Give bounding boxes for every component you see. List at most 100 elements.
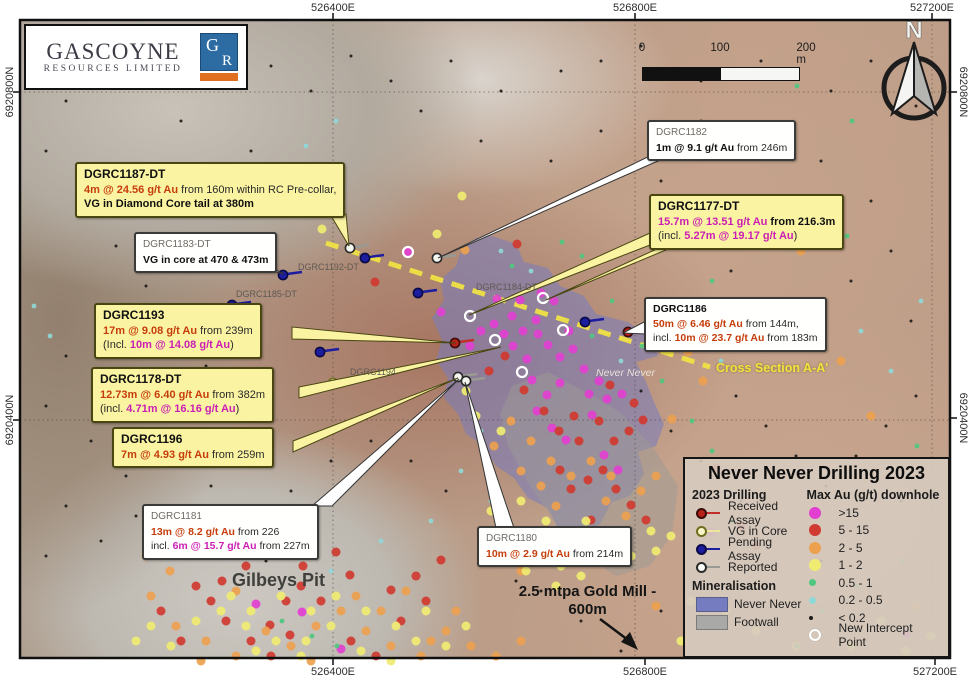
callout-text: 15.7m @ 13.51 g/t Au: [658, 215, 768, 228]
logo-company-name: GASCOYNE: [46, 39, 180, 64]
callout-text: ): [230, 339, 234, 351]
easting-label-top: 526400E: [310, 2, 356, 14]
callout-text: from 246m: [734, 141, 788, 154]
gascoyne-logo-badge: G R: [200, 33, 238, 81]
callout-text: DGRC1180: [486, 533, 537, 544]
scale-bar-black-segment: [642, 67, 722, 81]
gold-mill-label-line2: 600m: [568, 601, 607, 618]
map-label-dgrc1192-dt: DGRC1192-DT: [298, 262, 359, 272]
callout-text: DGRC1196: [121, 432, 183, 446]
callout-text: DGRC1178-DT: [100, 372, 182, 386]
scale-bar-white-segment: [720, 67, 800, 81]
easting-label-bottom: 526400E: [310, 666, 356, 678]
callout-dgrc1196: DGRC1196 7m @ 4.93 g/t Au from 259m: [112, 427, 274, 468]
callout-text: 4m @ 24.56 g/t Au: [84, 183, 179, 196]
callout-text: from 214m: [569, 547, 624, 560]
map-label-dgrc1185-dt: DGRC1185-DT: [236, 289, 297, 299]
callout-text: from 227m: [256, 540, 310, 552]
legend-item-label: VG in Core: [728, 524, 788, 538]
callout-text: from 183m: [764, 332, 818, 344]
legend-max-au-header: Max Au (g/t) downhole: [806, 488, 940, 502]
legend-drilling-header: 2023 Drilling: [692, 488, 767, 502]
legend-item-label: 1 - 2: [838, 558, 863, 573]
gascoyne-logo: GASCOYNE RESOURCES LIMITED G R: [24, 24, 248, 90]
legend-panel: Never Never Drilling 2023 2023 Drilling …: [683, 457, 950, 658]
callout-text: 1m @ 9.1 g/t Au: [656, 141, 735, 154]
legend-max-au--0-2: < 0.2: [807, 609, 941, 627]
map-label-dgrc1184-dt: DGRC1184-DT: [476, 282, 537, 292]
callout-text: 10m @ 14.08 g/t Au: [129, 339, 231, 351]
callout-text: 12.73m @ 6.40 g/t Au: [100, 388, 210, 401]
northing-label-right: 6920400N: [957, 392, 969, 444]
easting-label-top: 526800E: [612, 2, 658, 14]
callout-text: 10m @ 23.7 g/t Au: [674, 332, 765, 344]
legend-mineralisation-never-never: Never Never: [692, 595, 807, 613]
callout-dgrc1181: DGRC1181 13m @ 8.2 g/t Au from 226 incl. 6…: [142, 504, 319, 560]
legend-drilling-reported: Reported: [692, 558, 807, 576]
gold-mill-label-line1: 2.5 mtpa Gold Mill -: [518, 583, 657, 600]
map-label-never-never: Never Never: [596, 367, 655, 379]
callout-dgrc1180: DGRC1180 10m @ 2.9 g/t Au from 214m: [477, 526, 633, 567]
callout-text: from 160m within RC Pre-collar,: [178, 183, 337, 196]
scale-label-200m: 200 m: [796, 42, 816, 66]
callout-dgrc1182: DGRC1182 1m @ 9.1 g/t Au from 246m: [647, 120, 797, 161]
callout-text: (Incl.: [103, 339, 130, 351]
easting-label-bottom: 526800E: [622, 666, 668, 678]
callout-text: DGRC1193: [103, 308, 165, 322]
callout-text: from 226: [234, 525, 280, 538]
gold-mill-label: 2.5 mtpa Gold Mill - 600m: [500, 583, 675, 619]
legend-item-label: Footwall: [734, 615, 779, 629]
legend-item-label: 5 - 15: [838, 523, 870, 538]
callout-dgrc1183-dt: DGRC1183-DT VG in core at 470 & 473m: [134, 232, 278, 273]
legend-item-label: 0.5 - 1: [838, 575, 873, 590]
callout-text: from 259m: [208, 448, 265, 461]
legend-item-label: >15: [838, 505, 859, 520]
map-label-dgrc1194: DGRC1194: [350, 367, 396, 377]
legend-mineralisation-footwall: Footwall: [692, 613, 807, 631]
callout-text: 17m @ 9.08 g/t Au: [103, 324, 198, 337]
callout-text: DGRC1177-DT: [658, 199, 740, 213]
northing-label-left: 6920400N: [4, 394, 16, 446]
map-label-gilbeys-pit: Gilbeys Pit: [232, 570, 326, 590]
callout-text: from 216.3m: [767, 215, 836, 228]
callout-text: incl.: [151, 540, 173, 552]
legend-max-au--15: >15: [807, 504, 941, 522]
legend-max-au-2-5: 2 - 5: [807, 539, 941, 557]
legend-max-au-0-2-0-5: 0.2 - 0.5: [807, 592, 941, 610]
callout-text: DGRC1186: [653, 303, 707, 315]
legend-item-label: 2 - 5: [838, 540, 863, 555]
callout-text: DGRC1183-DT: [143, 239, 211, 250]
callout-text: (incl.: [100, 403, 127, 415]
callout-text: DGRC1187-DT: [84, 167, 166, 181]
callout-dgrc1178-dt: DGRC1178-DT 12.73m @ 6.40 g/t Au from 382…: [91, 367, 275, 423]
legend-item-label: Reported: [728, 560, 778, 574]
callout-text: VG in core at 470 & 473m: [143, 253, 269, 266]
callout-text: 10m @ 2.9 g/t Au: [486, 547, 570, 560]
callout-text: incl.: [653, 332, 675, 344]
callout-dgrc1177-dt: DGRC1177-DT 15.7m @ 13.51 g/t Au from 216…: [649, 194, 845, 250]
callout-text: 6m @ 15.7 g/t Au: [172, 540, 257, 552]
logo-badge-bar: [200, 73, 238, 81]
callout-text: from 382m: [209, 388, 266, 401]
callout-text: from 239m: [197, 324, 253, 337]
gascoyne-logo-text: GASCOYNE RESOURCES LIMITED: [34, 39, 192, 75]
scale-label-100: 100: [710, 42, 730, 54]
logo-badge-g: G: [206, 35, 219, 55]
easting-label-bottom: 527200E: [912, 666, 958, 678]
callout-text: 50m @ 6.46 g/t Au: [653, 317, 743, 330]
legend-item-label: New Intercept Point: [838, 621, 913, 650]
legend-item-label: Never Never: [734, 597, 802, 611]
callout-text: ): [235, 403, 240, 415]
callout-text: 13m @ 8.2 g/t Au: [151, 525, 235, 538]
legend-drilling-received-assay: Received Assay: [692, 499, 807, 527]
legend-max-au-1-2: 1 - 2: [807, 557, 941, 575]
scale-label-0: 0: [638, 42, 646, 54]
callout-text: (incl.: [658, 230, 685, 242]
legend-drilling-pending-assay: Pending Assay: [692, 535, 807, 563]
legend-mineralisation-header: Mineralisation: [692, 579, 777, 593]
callout-dgrc1187-dt: DGRC1187-DT 4m @ 24.56 g/t Au from 160m w…: [75, 162, 346, 218]
callout-text: ): [793, 230, 798, 242]
callout-text: VG in Diamond Core tail at 380m: [84, 198, 254, 210]
legend-item-label: 0.2 - 0.5: [838, 593, 883, 608]
logo-company-subname: RESOURCES LIMITED: [43, 64, 183, 74]
